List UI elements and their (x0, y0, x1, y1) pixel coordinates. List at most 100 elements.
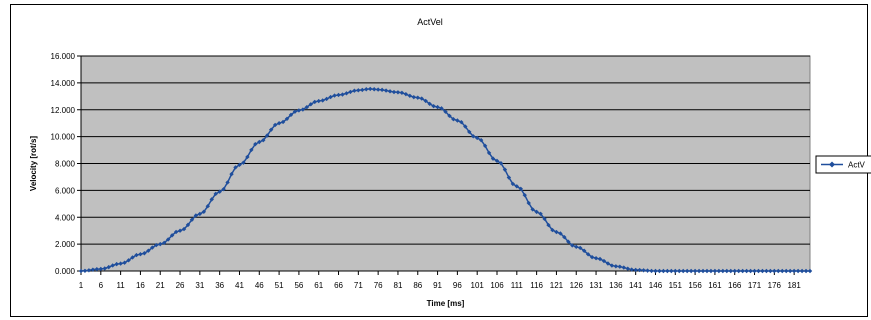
x-tick-label: 71 (354, 281, 363, 290)
data-point-marker (138, 252, 143, 257)
data-point-marker (300, 107, 306, 112)
y-tick-label: 0.000 (55, 267, 76, 276)
data-point-marker (312, 99, 317, 105)
data-point-marker (776, 268, 781, 274)
data-point-marker (201, 209, 207, 214)
data-point-marker (772, 268, 777, 274)
data-point-marker (795, 268, 801, 274)
data-point-marker (748, 268, 753, 274)
data-point-marker (169, 233, 175, 238)
data-point-marker (249, 147, 254, 153)
x-tick-label: 56 (294, 281, 303, 290)
data-point-marker (221, 186, 226, 192)
data-point-marker (415, 95, 420, 100)
legend: ActV (815, 155, 871, 174)
data-point-marker (498, 161, 504, 166)
data-point-marker (514, 184, 520, 189)
data-point-marker (744, 268, 749, 274)
data-point-marker (383, 88, 389, 93)
data-point-marker (526, 200, 531, 206)
data-point-marker (791, 268, 797, 274)
data-point-marker (756, 268, 761, 274)
x-tick-label: 6 (99, 281, 104, 290)
data-point-marker (225, 180, 230, 185)
data-point-marker (98, 266, 104, 272)
data-point-marker (657, 268, 662, 274)
data-point-marker (316, 98, 321, 104)
data-point-marker (803, 268, 809, 274)
data-point-marker (205, 204, 210, 209)
data-point-marker (645, 268, 650, 273)
data-point-marker (629, 267, 634, 272)
data-point-marker (688, 268, 694, 274)
data-point-marker (304, 104, 310, 110)
data-point-marker (368, 86, 373, 92)
data-point-marker (431, 103, 436, 109)
x-tick-label: 46 (255, 281, 264, 290)
data-point-marker (261, 138, 266, 143)
data-point-marker (784, 268, 789, 274)
data-point-marker (154, 242, 159, 248)
data-point-marker (681, 268, 686, 274)
data-point-marker (546, 222, 551, 228)
y-tick-label: 10.000 (51, 133, 76, 142)
data-point-marker (518, 186, 523, 191)
data-point-marker (292, 109, 298, 114)
data-point-marker (185, 222, 191, 228)
data-point-marker (684, 268, 690, 274)
data-point-marker (360, 87, 365, 93)
x-tick-label: 66 (334, 281, 343, 290)
data-point-marker (558, 231, 563, 236)
data-point-marker (439, 106, 444, 111)
data-point-marker (474, 135, 480, 141)
x-tick-label: 136 (609, 281, 623, 290)
data-point-marker (704, 268, 710, 274)
x-tick-label: 36 (215, 281, 224, 290)
x-tick-label: 81 (394, 281, 403, 290)
data-point-marker (233, 165, 238, 170)
y-tick-label: 6.000 (55, 186, 76, 195)
data-point-marker (308, 102, 313, 107)
data-point-marker (724, 268, 729, 274)
data-point-marker (126, 258, 131, 263)
data-point-marker (562, 234, 567, 240)
data-point-marker (241, 160, 246, 165)
x-tick-label: 106 (490, 281, 504, 290)
y-tick-label: 2.000 (55, 240, 76, 249)
data-point-marker (375, 87, 381, 92)
data-point-marker (581, 248, 587, 253)
x-tick-label: 131 (589, 281, 603, 290)
data-point-marker (435, 104, 440, 110)
data-point-marker (574, 244, 579, 250)
data-point-marker (387, 89, 393, 94)
data-point-marker (209, 197, 214, 202)
data-point-marker (193, 213, 199, 218)
data-point-marker (284, 116, 290, 121)
x-tick-label: 121 (550, 281, 564, 290)
y-tick-label: 16.000 (51, 52, 76, 61)
data-point-marker (554, 229, 559, 235)
data-point-marker (320, 98, 325, 103)
data-point-marker (340, 92, 345, 97)
x-tick-label: 91 (433, 281, 442, 290)
data-point-marker (740, 268, 745, 274)
data-point-marker (102, 266, 107, 271)
x-tick-label: 86 (413, 281, 422, 290)
data-point-marker (506, 175, 512, 180)
data-point-marker (78, 268, 84, 274)
data-point-marker (181, 226, 187, 232)
x-tick-label: 141 (629, 281, 643, 290)
data-point-marker (162, 240, 167, 246)
data-point-marker (265, 133, 270, 138)
y-axis-title: Velocity [rot/s] (29, 136, 38, 191)
data-point-marker (288, 112, 294, 118)
data-point-marker (245, 154, 250, 160)
data-point-marker (486, 150, 492, 156)
x-tick-label: 96 (453, 281, 462, 290)
data-point-marker (605, 261, 611, 266)
legend-label: ActV (848, 161, 866, 170)
x-tick-label: 151 (669, 281, 683, 290)
data-point-marker (447, 113, 452, 119)
data-point-marker (94, 266, 100, 272)
data-point-marker (538, 211, 543, 216)
